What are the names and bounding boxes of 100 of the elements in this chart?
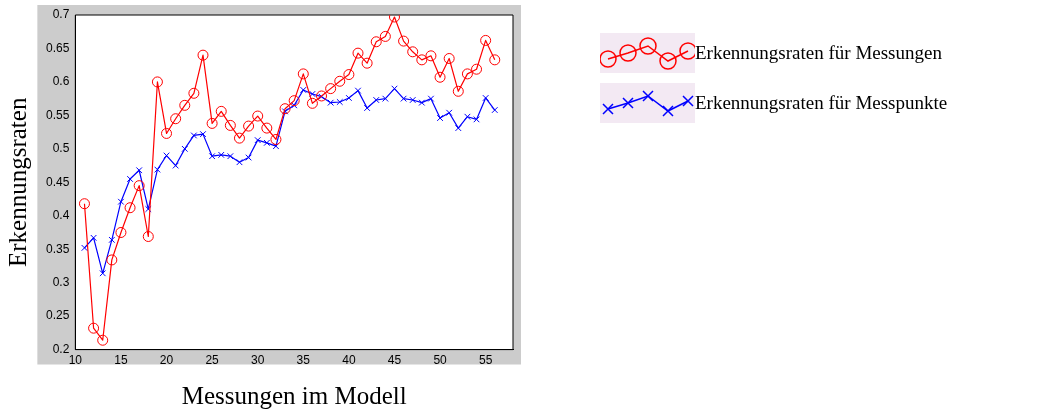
point xyxy=(372,96,380,104)
x-axis-title: Messungen im Modell xyxy=(181,381,407,409)
x-tick-label: 10 xyxy=(68,353,83,368)
y-tick-label: 0.45 xyxy=(46,174,70,189)
point xyxy=(489,54,501,66)
point xyxy=(391,85,398,92)
y-tick-label: 0.2 xyxy=(52,341,70,356)
x-tick-label: 15 xyxy=(114,353,128,368)
point xyxy=(154,166,161,173)
point xyxy=(78,198,90,210)
point xyxy=(427,95,435,102)
point xyxy=(81,244,88,252)
legend-label: Erkennungsraten für Messungen xyxy=(695,42,942,64)
point xyxy=(398,35,410,47)
point xyxy=(379,30,391,42)
y-tick-label: 0.55 xyxy=(46,107,70,122)
point xyxy=(299,86,307,94)
point xyxy=(179,99,191,111)
y-axis-title: Erkennungsraten xyxy=(3,97,31,267)
point xyxy=(190,132,198,139)
point xyxy=(418,99,426,106)
point xyxy=(382,95,389,102)
point xyxy=(206,117,218,129)
x-tick-label: 40 xyxy=(342,353,356,368)
point xyxy=(261,122,273,134)
point xyxy=(170,113,182,125)
x-tick-label: 45 xyxy=(387,353,402,368)
point xyxy=(473,116,480,123)
point xyxy=(236,158,243,166)
point xyxy=(151,76,163,88)
point xyxy=(161,127,173,139)
y-tick-label: 0.65 xyxy=(46,40,70,55)
y-tick-label: 0.7 xyxy=(52,7,70,22)
x-tick-label: 50 xyxy=(433,353,448,368)
point xyxy=(354,87,362,94)
point xyxy=(99,269,107,277)
point xyxy=(233,132,245,144)
point xyxy=(325,83,337,95)
point xyxy=(197,49,209,61)
y-tick-label: 0.5 xyxy=(52,141,70,156)
x-tick-label: 55 xyxy=(478,353,493,368)
point xyxy=(117,198,125,206)
point xyxy=(334,75,346,87)
point xyxy=(336,98,344,106)
point xyxy=(400,95,407,102)
point xyxy=(252,110,264,122)
legend-label: Erkennungsraten für Messpunkte xyxy=(695,92,948,114)
point xyxy=(144,205,152,213)
x-tick-label: 35 xyxy=(296,353,311,368)
point xyxy=(480,34,492,46)
point xyxy=(464,113,471,121)
point xyxy=(327,99,334,106)
point xyxy=(199,130,207,138)
point xyxy=(124,202,136,214)
point xyxy=(297,68,309,80)
point xyxy=(263,139,271,147)
point xyxy=(108,236,116,244)
point xyxy=(254,136,262,144)
point xyxy=(215,105,227,117)
x-tick-label: 30 xyxy=(251,353,265,368)
point xyxy=(471,63,483,75)
point xyxy=(97,334,109,346)
point xyxy=(133,180,145,192)
x-tick-label: 25 xyxy=(205,353,220,368)
point xyxy=(106,254,118,266)
point xyxy=(370,36,382,48)
point xyxy=(343,69,355,81)
point xyxy=(188,87,200,99)
point xyxy=(409,96,417,104)
point xyxy=(361,57,373,69)
point xyxy=(181,145,189,153)
y-tick-label: 0.35 xyxy=(46,241,70,256)
point xyxy=(434,71,446,83)
point xyxy=(224,119,236,131)
x-tick-label: 20 xyxy=(159,353,174,368)
point xyxy=(352,47,364,59)
point xyxy=(217,151,225,159)
point xyxy=(452,85,464,97)
y-tick-label: 0.4 xyxy=(52,208,70,223)
point xyxy=(227,152,234,160)
point xyxy=(491,106,499,114)
point xyxy=(443,53,455,64)
point xyxy=(407,46,419,58)
point xyxy=(288,95,300,107)
point xyxy=(245,154,252,161)
point xyxy=(270,133,282,145)
point xyxy=(482,94,489,102)
point xyxy=(345,94,353,102)
point xyxy=(88,322,100,334)
point xyxy=(306,97,318,109)
point xyxy=(309,90,316,98)
point xyxy=(243,120,255,132)
point xyxy=(363,104,371,112)
point xyxy=(208,152,216,160)
point xyxy=(142,231,154,243)
point xyxy=(425,50,437,62)
point xyxy=(135,166,143,174)
y-tick-label: 0.25 xyxy=(46,308,70,323)
point xyxy=(272,142,280,150)
point xyxy=(290,102,298,109)
